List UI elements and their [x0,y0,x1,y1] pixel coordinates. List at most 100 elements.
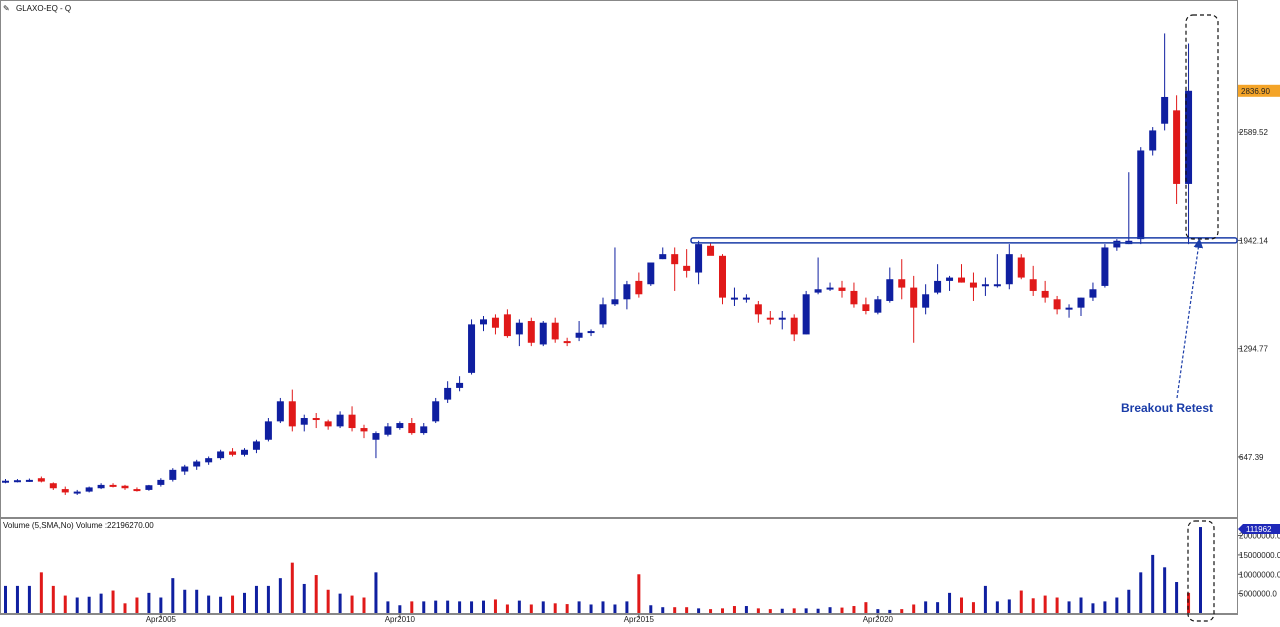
volume-bar [1043,595,1047,613]
candles-layer [2,33,1193,495]
volume-bar [314,575,318,613]
volume-bar [948,592,952,613]
volume-bar [804,608,808,613]
candle-body [396,423,404,429]
candle-body [1161,96,1169,124]
candle-body [1077,297,1085,308]
volume-bar [517,600,521,613]
candle [850,282,858,308]
candle [874,295,882,315]
candle-body [312,418,320,421]
price-tick-label: 1942.14 [1239,236,1268,245]
candle-body [671,254,679,265]
candle [527,317,535,347]
volume-bar [123,603,127,613]
candle-body [468,324,476,373]
volume-bar [912,604,916,613]
candle [695,240,703,285]
candle [408,418,416,435]
candle [814,257,822,295]
volume-bar [983,585,987,613]
volume-bar [111,590,115,613]
candle-body [491,317,499,328]
volume-bar [4,585,7,613]
candle [635,272,643,298]
candle [730,287,738,306]
volume-bar [816,608,820,613]
volume-bar [1103,601,1107,613]
candle [1113,239,1121,251]
volume-bar [87,596,91,613]
candle [360,424,368,439]
candle [121,484,129,490]
volume-bar [398,605,402,613]
candle [468,319,476,375]
volume-bar [446,600,450,613]
volume-bar [243,592,246,613]
volume-bar [565,604,569,613]
candle-body [551,322,559,340]
wrench-icon[interactable]: ✎ [3,4,10,13]
volume-bar [649,605,653,613]
candle-body [1113,240,1121,248]
volume-bar [637,574,641,613]
candle [312,413,320,429]
volume-bar [326,589,330,613]
candle-body [1041,290,1049,298]
candle [946,275,954,291]
volume-bar [780,608,784,613]
candle [515,319,523,347]
candle-body [730,297,738,300]
candle-body [587,331,595,334]
candle [862,297,870,315]
candle-body [958,277,965,283]
candle [288,389,296,432]
candle [13,479,21,483]
volume-bar [183,589,187,613]
candle [647,262,655,286]
candle [241,448,248,457]
candle-body [934,280,942,293]
candle-body [97,484,105,489]
time-tick-label: Apr2015 [624,615,655,624]
volume-tick-label: 5000000.0 [1239,590,1277,599]
candle [1053,295,1061,315]
candle [2,479,9,484]
candle-body [862,304,870,311]
volume-bar [195,589,199,613]
candle [456,376,464,392]
volume-bar [792,608,796,613]
candle-body [157,479,165,485]
candle-body [1137,150,1145,240]
candle [539,321,547,347]
volume-bar [732,606,736,613]
candle-body [217,451,225,459]
volume-bar [625,601,629,613]
volume-bar [852,606,856,613]
candle-body [324,421,332,427]
candle [659,247,667,260]
volume-bar [1115,597,1119,613]
candle-body [25,479,33,482]
volume-bar [75,597,79,613]
volume-bar [1163,567,1167,613]
breakout-highlight-box [1185,14,1219,240]
candle [348,406,356,432]
volume-bar [577,601,581,613]
candle [133,487,141,492]
volume-bar [995,601,999,613]
candle-body [169,469,177,480]
candle-body [527,321,535,343]
candle [778,311,786,330]
candle-body [73,491,81,494]
candle [611,247,619,306]
candle [480,316,487,332]
volume-bar [744,606,748,613]
volume-bar [278,578,282,613]
candle [981,277,989,296]
candle [336,411,344,429]
candle-body [1101,247,1109,286]
volume-tick-label: 15000000.0 [1239,551,1280,560]
volume-bar [266,585,270,613]
candle [969,272,977,301]
